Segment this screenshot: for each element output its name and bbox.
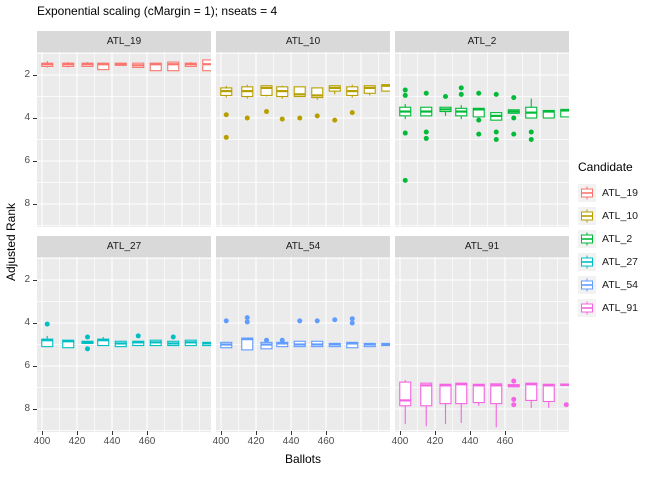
x-tick-label: 440 (461, 436, 479, 447)
facet-panel-atl-19 (37, 52, 211, 227)
legend-label: ATL_54 (602, 279, 638, 291)
x-tick-label: 440 (103, 436, 121, 447)
facet-strip-atl-2: ATL_2 (395, 31, 569, 52)
x-axis-title: Ballots (284, 452, 322, 466)
facet-strip-label: ATL_2 (467, 36, 497, 47)
legend-entry-atl-91: ATL_91 (578, 299, 638, 317)
x-tick-mark (470, 431, 471, 435)
y-tick-mark (33, 204, 37, 205)
x-tick-label: 420 (247, 436, 265, 447)
x-tick-mark (147, 431, 148, 435)
legend-entry-atl-54: ATL_54 (578, 276, 638, 294)
facet-strip-label: ATL_54 (285, 241, 321, 252)
boxplot-layer (37, 52, 211, 227)
facet-strip-atl-91: ATL_91 (395, 236, 569, 257)
x-tick-label: 440 (282, 436, 300, 447)
x-tick-label: 420 (426, 436, 444, 447)
boxplot-layer (395, 52, 569, 227)
y-tick-mark (33, 323, 37, 324)
x-tick-mark (435, 431, 436, 435)
legend-title: Candidate (578, 160, 633, 174)
y-tick-mark (33, 161, 37, 162)
x-tick-mark (400, 431, 401, 435)
legend-label: ATL_2 (602, 233, 633, 245)
y-tick-label: 4 (24, 112, 30, 123)
x-tick-label: 420 (68, 436, 86, 447)
boxplot-layer (216, 257, 390, 432)
x-tick-label: 400 (391, 436, 409, 447)
legend-label: ATL_27 (602, 256, 638, 268)
facet-panel-atl-54 (216, 257, 390, 432)
facet-strip-label: ATL_91 (464, 241, 500, 252)
x-tick-label: 460 (496, 436, 514, 447)
legend-label: ATL_91 (602, 302, 638, 314)
boxplot-key-icon (578, 253, 596, 271)
facet-strip-label: ATL_19 (106, 36, 142, 47)
y-tick-label: 6 (24, 155, 30, 166)
boxplot-key-icon (578, 207, 596, 225)
x-tick-mark (221, 431, 222, 435)
legend-label: ATL_10 (602, 210, 638, 222)
x-tick-mark (505, 431, 506, 435)
x-tick-mark (42, 431, 43, 435)
facet-strip-atl-27: ATL_27 (37, 236, 211, 257)
facet-strip-atl-19: ATL_19 (37, 31, 211, 52)
legend-entry-atl-2: ATL_2 (578, 230, 632, 248)
boxplot-layer (395, 257, 569, 432)
legend-entry-atl-27: ATL_27 (578, 253, 638, 271)
x-tick-label: 400 (33, 436, 51, 447)
x-tick-mark (77, 431, 78, 435)
facet-panel-atl-91 (395, 257, 569, 432)
chart-title: Exponential scaling (cMargin = 1); nseat… (37, 4, 278, 18)
x-tick-mark (112, 431, 113, 435)
y-tick-mark (33, 366, 37, 367)
facet-strip-atl-54: ATL_54 (216, 236, 390, 257)
boxplot-layer (216, 52, 390, 227)
legend-entry-atl-10: ATL_10 (578, 207, 638, 225)
y-tick-label: 8 (24, 198, 30, 209)
y-tick-label: 4 (24, 317, 30, 328)
y-tick-label: 8 (24, 403, 30, 414)
boxplot-key-icon (578, 299, 596, 317)
facet-strip-label: ATL_27 (106, 241, 142, 252)
boxplot-key-icon (578, 276, 596, 294)
facet-strip-label: ATL_10 (285, 36, 321, 47)
y-tick-label: 6 (24, 360, 30, 371)
x-tick-mark (326, 431, 327, 435)
boxplot-layer (37, 257, 211, 432)
y-tick-mark (33, 280, 37, 281)
boxplot-key-icon (578, 230, 596, 248)
boxplot-key-icon (578, 184, 596, 202)
y-tick-mark (33, 409, 37, 410)
y-axis-title: Adjusted Rank (4, 202, 18, 282)
x-tick-label: 460 (138, 436, 156, 447)
facet-panel-atl-2 (395, 52, 569, 227)
y-tick-mark (33, 118, 37, 119)
x-tick-mark (291, 431, 292, 435)
legend-label: ATL_19 (602, 187, 638, 199)
x-tick-label: 400 (212, 436, 230, 447)
facet-panel-atl-10 (216, 52, 390, 227)
facet-panel-atl-27 (37, 257, 211, 432)
y-tick-mark (33, 75, 37, 76)
x-tick-mark (256, 431, 257, 435)
facet-strip-atl-10: ATL_10 (216, 31, 390, 52)
legend-entry-atl-19: ATL_19 (578, 184, 638, 202)
y-tick-label: 2 (24, 274, 30, 285)
x-tick-label: 460 (317, 436, 335, 447)
y-tick-label: 2 (24, 69, 30, 80)
